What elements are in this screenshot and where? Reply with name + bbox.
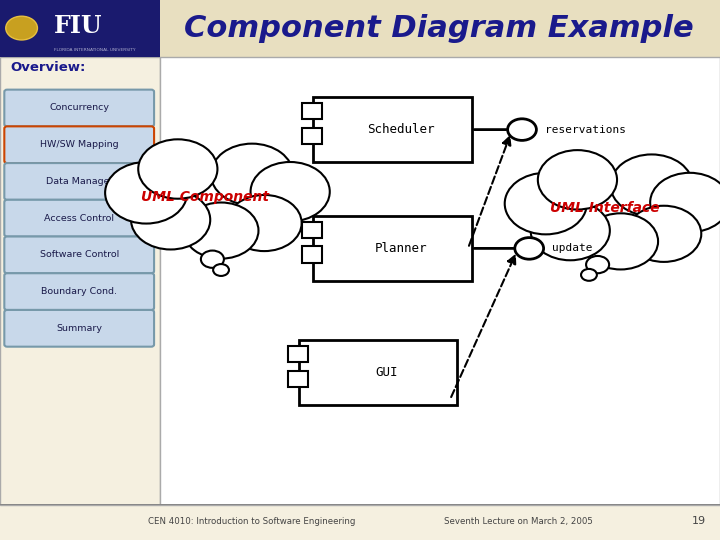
Text: 19: 19 xyxy=(691,516,706,526)
Text: Overview:: Overview: xyxy=(11,61,86,75)
Circle shape xyxy=(538,150,617,210)
Text: FLORIDA INTERNATIONAL UNIVERSITY: FLORIDA INTERNATIONAL UNIVERSITY xyxy=(54,48,135,52)
Circle shape xyxy=(6,16,37,40)
Text: Scheduler: Scheduler xyxy=(367,123,435,136)
Circle shape xyxy=(505,173,587,234)
FancyBboxPatch shape xyxy=(302,246,323,262)
FancyBboxPatch shape xyxy=(4,126,154,163)
FancyBboxPatch shape xyxy=(0,0,720,57)
Circle shape xyxy=(184,202,258,259)
FancyBboxPatch shape xyxy=(0,57,160,505)
Text: Seventh Lecture on March 2, 2005: Seventh Lecture on March 2, 2005 xyxy=(444,517,593,525)
Circle shape xyxy=(556,171,654,245)
FancyBboxPatch shape xyxy=(313,97,472,162)
Circle shape xyxy=(508,119,536,140)
Text: update: update xyxy=(552,244,593,253)
Text: Boundary Cond.: Boundary Cond. xyxy=(41,287,117,296)
Circle shape xyxy=(586,256,609,273)
Bar xyxy=(0,504,720,505)
Circle shape xyxy=(515,238,544,259)
FancyBboxPatch shape xyxy=(4,200,154,237)
Text: UML Interface: UML Interface xyxy=(550,201,660,215)
Circle shape xyxy=(227,195,302,251)
Circle shape xyxy=(213,264,229,276)
Text: Planner: Planner xyxy=(375,242,427,255)
FancyBboxPatch shape xyxy=(4,90,154,126)
Text: Software Control: Software Control xyxy=(40,251,119,259)
Text: UML Component: UML Component xyxy=(141,190,269,204)
Circle shape xyxy=(611,154,693,216)
FancyBboxPatch shape xyxy=(4,273,154,310)
Circle shape xyxy=(105,162,187,224)
Circle shape xyxy=(626,206,701,262)
Text: Data Manage.: Data Manage. xyxy=(46,177,112,186)
Circle shape xyxy=(531,201,610,260)
Text: CEN 4010: Introduction to Software Engineering: CEN 4010: Introduction to Software Engin… xyxy=(148,517,356,525)
Circle shape xyxy=(581,269,597,281)
Circle shape xyxy=(650,173,720,232)
Text: Component Diagram Example: Component Diagram Example xyxy=(184,14,694,43)
FancyBboxPatch shape xyxy=(302,127,323,144)
FancyBboxPatch shape xyxy=(4,310,154,347)
Text: FIU: FIU xyxy=(54,14,102,38)
FancyBboxPatch shape xyxy=(302,103,323,119)
FancyBboxPatch shape xyxy=(288,346,308,362)
Circle shape xyxy=(138,139,217,199)
FancyBboxPatch shape xyxy=(288,370,308,387)
Text: GUI: GUI xyxy=(375,366,398,379)
FancyBboxPatch shape xyxy=(299,340,457,405)
Text: Access Control: Access Control xyxy=(44,214,114,222)
Text: HW/SW Mapping: HW/SW Mapping xyxy=(40,140,119,149)
FancyBboxPatch shape xyxy=(313,216,472,281)
FancyBboxPatch shape xyxy=(302,222,323,238)
FancyBboxPatch shape xyxy=(160,57,720,505)
Circle shape xyxy=(156,160,254,234)
FancyBboxPatch shape xyxy=(0,0,160,57)
FancyBboxPatch shape xyxy=(4,163,154,200)
Text: Summary: Summary xyxy=(56,324,102,333)
Circle shape xyxy=(211,144,293,205)
Circle shape xyxy=(201,251,224,268)
Circle shape xyxy=(131,190,210,249)
Circle shape xyxy=(251,162,330,221)
FancyBboxPatch shape xyxy=(4,237,154,273)
Circle shape xyxy=(583,213,658,269)
Text: reservations: reservations xyxy=(545,125,626,134)
Text: Concurrency: Concurrency xyxy=(49,104,109,112)
